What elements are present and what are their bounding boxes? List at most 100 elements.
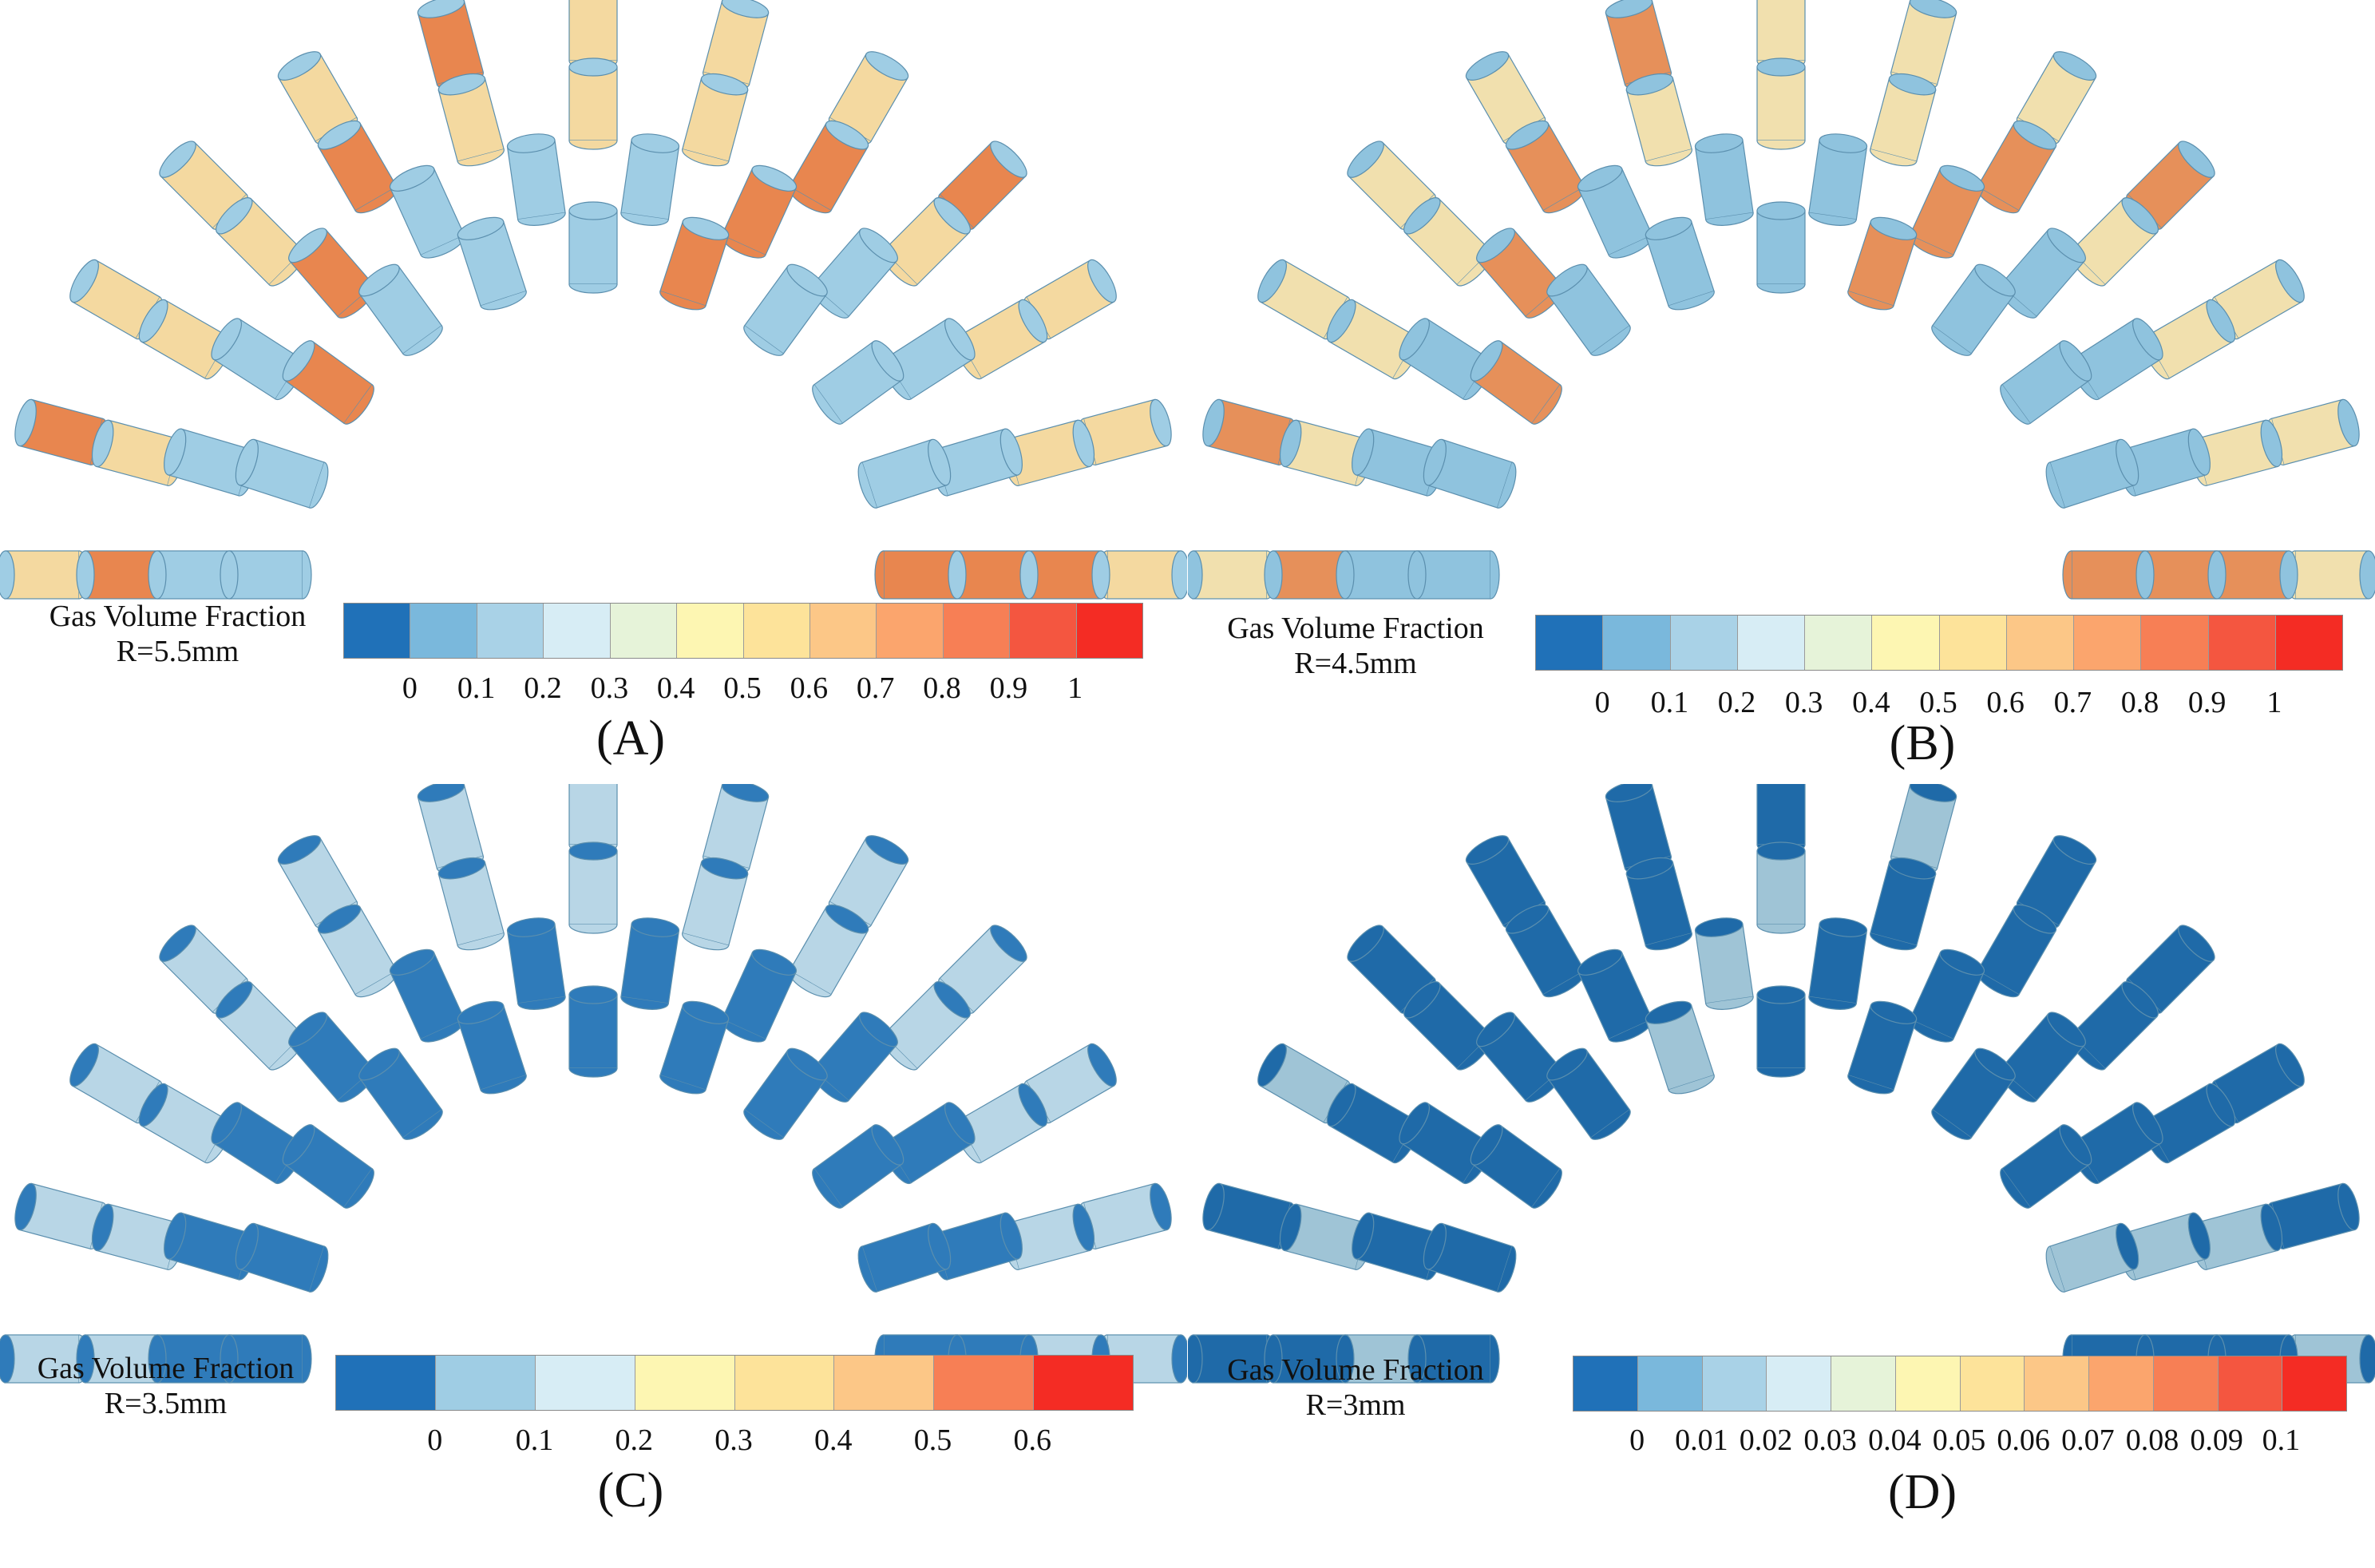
radius-label: R=3.5mm (104, 1387, 228, 1420)
cylinder (1645, 216, 1715, 311)
cylinder-array-d (1188, 784, 2375, 1384)
cylinder (2062, 550, 2155, 600)
colorbar-tick-label: 0.08 (2125, 1423, 2179, 1457)
cylinder (288, 1012, 376, 1103)
cylinder (358, 1047, 443, 1140)
colorbar-segment (809, 604, 877, 658)
colorbar-segment (2153, 1356, 2219, 1411)
colorbar-segment (834, 1356, 935, 1410)
panel-c: Gas Volume Fraction R=3.5mm 0 0.1 0.2 0.3 0.… (0, 784, 1187, 1568)
cylinder (659, 1000, 730, 1095)
colorbar-b (1535, 615, 2343, 671)
radius-label: R=4.5mm (1294, 647, 1417, 680)
colorbar-tick-label: 0.05 (1932, 1423, 1986, 1457)
cylinder (1505, 904, 1586, 998)
colorbar-tick-label: 0.2 (1717, 686, 1756, 719)
colorbar-ticks-a: 0 0.1 0.2 0.3 0.4 0.5 0.6 0.7 0.8 0.9 1 (343, 671, 1142, 706)
cylinder (620, 133, 680, 226)
colorbar-tick-label: 0.3 (590, 671, 629, 705)
colorbar-tick-label: 0.1 (1650, 686, 1689, 719)
panel-b: Gas Volume Fraction R=4.5mm 0 0.1 0.2 0.3 0.… (1188, 0, 2375, 784)
colorbar-segment (1767, 1356, 1831, 1411)
cylinder (1756, 841, 1806, 934)
radius-label: R=5.5mm (116, 635, 239, 668)
cylinder (1976, 120, 2057, 214)
cylinder (1625, 73, 1692, 167)
cylinder (317, 904, 398, 998)
colorbar-title-a: Gas Volume Fraction R=5.5mm (16, 599, 339, 669)
colorbar-tick-label: 0.9 (2187, 686, 2227, 719)
colorbar-segment (410, 604, 477, 658)
cylinder (1018, 550, 1110, 600)
colorbar-tick-label: 0.7 (856, 671, 895, 705)
colorbar-tick-label: 0.4 (656, 671, 695, 705)
cylinder (1188, 550, 1277, 600)
cylinder (568, 841, 618, 934)
cylinder (743, 263, 828, 356)
colorbar-d (1573, 1356, 2347, 1412)
cylinder (235, 1222, 329, 1293)
colorbar-tick-label: 0.01 (1675, 1423, 1728, 1457)
colorbar-segment (1034, 1356, 1133, 1410)
colorbar-segment (1670, 616, 1738, 670)
cylinder-array-b (1188, 0, 2375, 600)
colorbar-title-c: Gas Volume Fraction R=3.5mm (4, 1351, 327, 1421)
cylinder (2000, 340, 2092, 425)
cylinder (1870, 73, 1937, 167)
colorbar-tick-label: 0.6 (790, 671, 829, 705)
cylinder (1756, 201, 1806, 294)
cylinder (437, 73, 505, 167)
cylinder (457, 216, 527, 311)
colorbar-tick-label: 0.8 (923, 671, 961, 705)
panel-label-b: (B) (1889, 716, 1956, 770)
colorbar-segment (336, 1356, 436, 1410)
colorbar-title-d: Gas Volume Fraction R=3mm (1188, 1352, 1523, 1423)
panel-a: Gas Volume Fraction R=5.5mm 0 0.1 0.2 0.3 0.… (0, 0, 1187, 784)
colorbar-tick-label: 0.2 (615, 1423, 654, 1457)
colorbar-segment (2006, 616, 2074, 670)
cylinder (1423, 438, 1517, 509)
cylinder (1407, 1334, 1500, 1384)
cylinder (1470, 1124, 1562, 1209)
cylinder (1847, 216, 1918, 311)
colorbar-tick-label: 0.06 (1997, 1423, 2050, 1457)
cylinder (857, 438, 952, 509)
colorbar-tick-label: 0.02 (1739, 1423, 1793, 1457)
cylinder (1847, 1000, 1918, 1095)
radius-label: R=3mm (1305, 1388, 1406, 1422)
colorbar-tick-label: 0.5 (723, 671, 762, 705)
colorbar-segment (1805, 616, 1873, 670)
colorbar-tick-label: 1 (2266, 686, 2282, 719)
colorbar-title-text: Gas Volume Fraction (1227, 1353, 1484, 1387)
colorbar-tick-label: 0.7 (2053, 686, 2092, 719)
cylinder (317, 120, 398, 214)
cylinder (220, 550, 312, 600)
colorbar-tick-label: 0.1 (515, 1423, 554, 1457)
colorbar-tick-label: 0.04 (1868, 1423, 1922, 1457)
cylinder (1976, 904, 2057, 998)
colorbar-segment (535, 1356, 635, 1410)
colorbar-segment (934, 1356, 1035, 1410)
cylinder (620, 917, 680, 1010)
colorbar-segment (734, 1356, 835, 1410)
colorbar-segment (1603, 616, 1671, 670)
cylinder (568, 201, 618, 294)
cylinder (1998, 1012, 2086, 1103)
colorbar-segment (677, 604, 744, 658)
cylinder (1470, 340, 1562, 425)
colorbar-tick-label: 0.1 (457, 671, 496, 705)
cylinder (810, 228, 898, 319)
cylinder (1476, 228, 1564, 319)
colorbar-segment (2208, 616, 2276, 670)
colorbar-tick-label: 0 (1629, 1423, 1645, 1457)
colorbar-segment (2218, 1356, 2283, 1411)
colorbar-tick-label: 0.4 (1852, 686, 1890, 719)
colorbar-segment (1737, 616, 1805, 670)
cylinder (1808, 917, 1868, 1010)
colorbar-segment (1536, 616, 1604, 670)
colorbar-c (335, 1355, 1134, 1411)
cylinder (788, 904, 869, 998)
cylinder (0, 550, 89, 600)
cylinder (282, 340, 374, 425)
cylinder (1756, 985, 1806, 1078)
